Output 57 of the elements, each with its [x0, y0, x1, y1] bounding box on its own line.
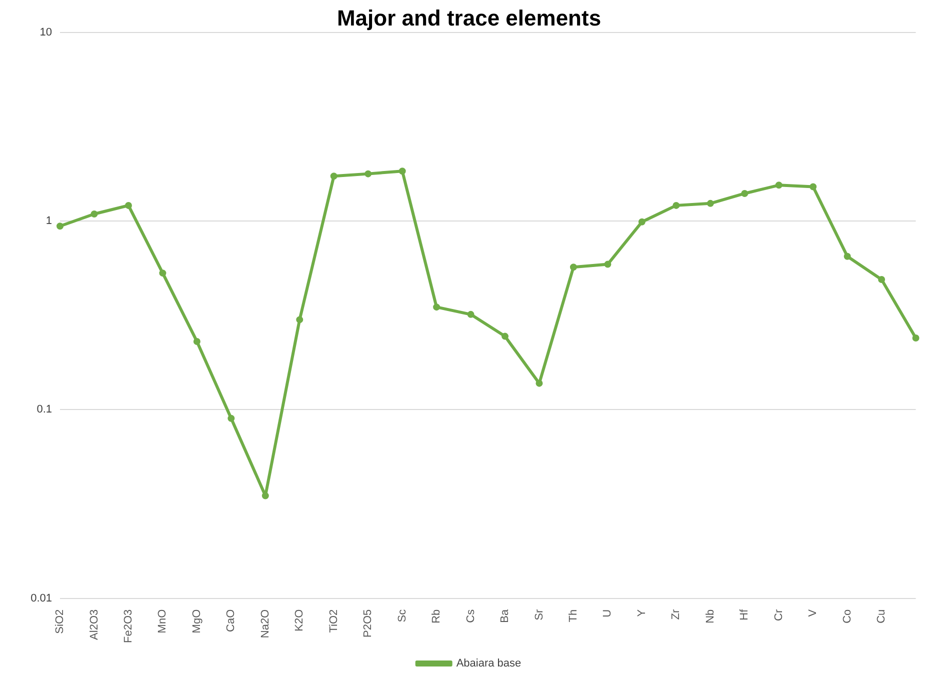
x-tick-label: Y — [636, 608, 648, 617]
x-tick-label: Fe2O3 — [122, 609, 134, 644]
y-tick-label: 0.01 — [30, 592, 52, 604]
point — [56, 222, 64, 230]
y-tick-label: 10 — [40, 26, 52, 38]
x-tick-label: Co — [841, 609, 854, 624]
x-tick-label: P2O5 — [362, 609, 374, 638]
y-tick-label: 0.1 — [36, 404, 52, 416]
point — [433, 304, 440, 311]
point — [467, 310, 474, 318]
point — [193, 338, 200, 345]
point — [398, 168, 406, 175]
x-tick-label: Th — [568, 609, 580, 622]
x-tick-label: SiO2 — [54, 609, 66, 634]
point — [912, 334, 920, 342]
x-tick-label: MgO — [190, 608, 203, 634]
point — [364, 170, 372, 178]
point — [570, 264, 577, 271]
point — [741, 190, 748, 197]
point — [844, 252, 851, 260]
point — [604, 260, 612, 268]
x-tick-label: V — [807, 608, 820, 617]
point — [124, 202, 132, 209]
point — [502, 332, 509, 340]
legend-label: Abaiara base — [456, 658, 522, 670]
y-tick-label: 1 — [46, 215, 52, 228]
point — [775, 182, 782, 189]
chart-title: Major and trace elements — [336, 5, 602, 30]
point — [330, 172, 338, 180]
point — [810, 183, 817, 190]
point — [878, 276, 886, 284]
x-tick-label: Cs — [464, 608, 477, 623]
point — [228, 414, 235, 422]
point — [159, 270, 166, 277]
x-tick-label: Cr — [772, 609, 785, 621]
x-tick-label: Nb — [704, 609, 716, 624]
x-tick-label: CaO — [225, 608, 238, 632]
point — [706, 200, 714, 207]
point — [638, 218, 646, 226]
point — [296, 316, 304, 324]
x-tick-label: Sc — [396, 608, 408, 622]
x-tick-label: TiO2 — [328, 609, 340, 633]
point — [90, 210, 98, 218]
point — [672, 202, 680, 209]
x-tick-label: Ba — [499, 608, 512, 623]
x-tick-label: MnO — [156, 608, 169, 634]
x-tick-label: K2O — [294, 608, 306, 632]
x-tick-label: Hf — [738, 608, 751, 620]
point — [536, 380, 543, 387]
x-tick-label: Cu — [876, 609, 888, 624]
x-tick-label: Zr — [670, 609, 682, 620]
x-tick-label: Na2O — [259, 608, 272, 638]
x-tick-label: Al2O3 — [88, 609, 100, 640]
point — [262, 492, 269, 500]
x-tick-label: U — [602, 609, 614, 618]
x-tick-label: Sr — [533, 609, 546, 620]
x-tick-label: Rb — [430, 609, 443, 624]
